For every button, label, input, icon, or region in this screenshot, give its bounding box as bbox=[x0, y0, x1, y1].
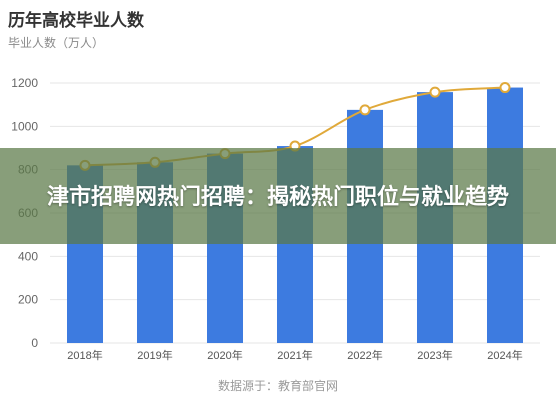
x-tick-label: 2019年 bbox=[137, 348, 172, 362]
x-tick-label: 2024年 bbox=[487, 348, 522, 362]
x-tick-label: 2023年 bbox=[417, 348, 452, 362]
line-point bbox=[429, 86, 441, 98]
x-tick-label: 2018年 bbox=[67, 348, 102, 362]
line-point bbox=[499, 82, 511, 94]
data-source-note: 数据源于：教育部官网 bbox=[217, 379, 338, 393]
x-tick-label: 2020年 bbox=[207, 348, 242, 362]
x-tick-layer: 2018年 2019年 2020年 2021年 2022年 2023年 2024年 bbox=[67, 348, 522, 362]
chart-title: 历年高校毕业人数 bbox=[8, 11, 144, 30]
headline-banner: 津市招聘网热门招聘：揭秘热门职位与就业趋势 bbox=[0, 148, 556, 244]
line-point bbox=[359, 104, 371, 116]
y-tick-label: 0 bbox=[31, 336, 38, 350]
y-tick-label: 1000 bbox=[11, 119, 38, 133]
y-tick-label: 200 bbox=[18, 293, 38, 307]
headline-text: 津市招聘网热门招聘：揭秘热门职位与就业趋势 bbox=[46, 183, 509, 209]
x-tick-label: 2022年 bbox=[347, 348, 382, 362]
grid-layer bbox=[50, 82, 540, 344]
x-tick-label: 2021年 bbox=[277, 348, 312, 362]
chart-subtitle: 毕业人数（万人） bbox=[8, 36, 105, 50]
y-tick-label: 1200 bbox=[11, 76, 38, 90]
y-tick-label: 400 bbox=[18, 249, 38, 263]
